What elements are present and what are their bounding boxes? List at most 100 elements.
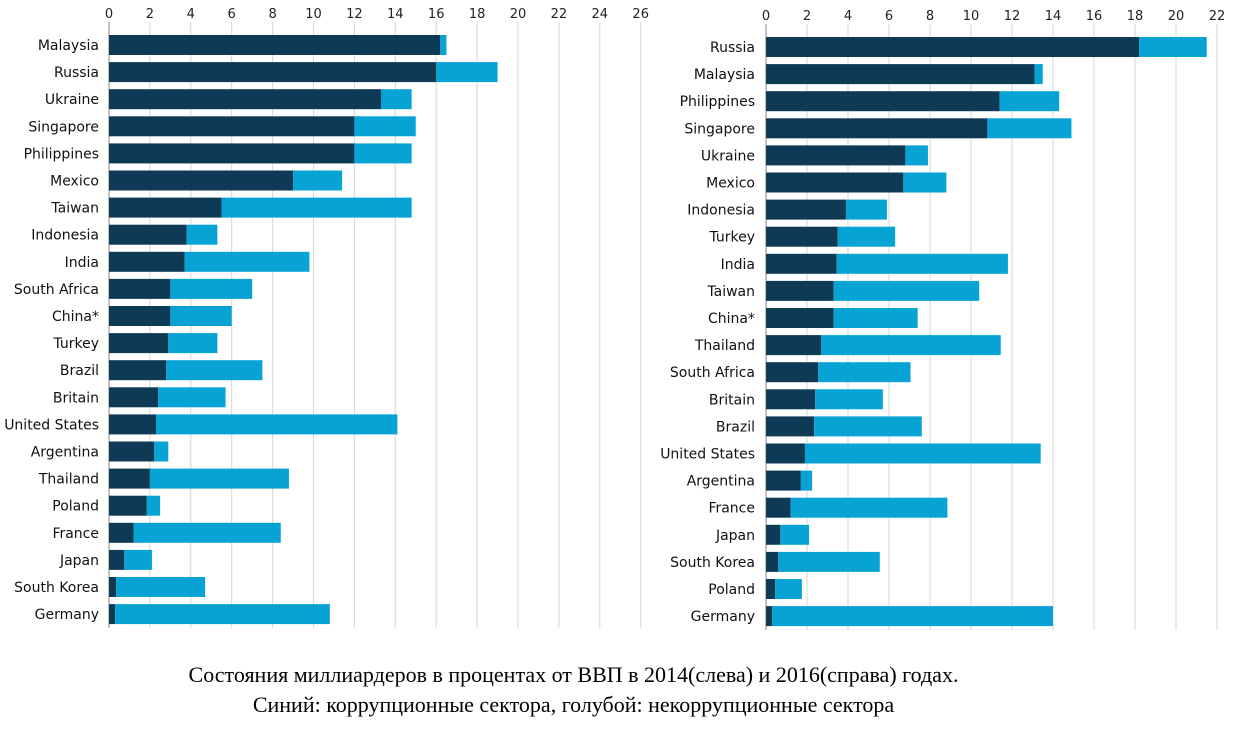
- bar-non-corruption: [804, 443, 1041, 464]
- category-label: China*: [52, 309, 99, 325]
- bar-corruption: [766, 308, 834, 328]
- bar-non-corruption: [436, 62, 498, 83]
- bar-corruption: [766, 64, 1035, 85]
- x-tick-label: 14: [387, 7, 404, 22]
- category-label: United States: [660, 447, 755, 463]
- bar-corruption: [766, 91, 1000, 112]
- category-label: India: [65, 255, 99, 271]
- x-tick-label: 12: [1004, 9, 1021, 24]
- x-tick-label: 0: [105, 7, 113, 22]
- bar-corruption: [766, 362, 819, 383]
- bar-non-corruption: [354, 116, 416, 137]
- x-tick-label: 6: [228, 7, 236, 22]
- category-label: India: [721, 257, 755, 273]
- bar-corruption: [766, 280, 834, 301]
- bar-non-corruption: [170, 306, 232, 326]
- bar-corruption: [109, 360, 167, 381]
- caption-line-2: Синий: коррупционные сектора, голубой: н…: [252, 692, 895, 717]
- bar-non-corruption: [818, 362, 911, 383]
- bar-non-corruption: [149, 468, 289, 489]
- bar-non-corruption: [380, 89, 412, 110]
- bar-corruption: [766, 470, 801, 491]
- x-tick-label: 6: [885, 9, 893, 24]
- category-label: Brazil: [716, 419, 755, 435]
- bar-corruption: [109, 577, 117, 597]
- bar-corruption: [766, 335, 822, 356]
- category-label: South Africa: [670, 365, 755, 381]
- bar-corruption: [109, 278, 171, 299]
- category-label: Japan: [59, 553, 99, 569]
- bar-non-corruption: [133, 522, 281, 543]
- category-label: Taiwan: [706, 284, 755, 300]
- category-label: Indonesia: [687, 203, 755, 219]
- chart-left: 0 2 4 6 8 10 12 14 16 18 20 22 24 26MalaysiaRussiaUkr…: [4, 7, 649, 628]
- bar-corruption: [109, 549, 125, 570]
- bar-corruption: [766, 416, 815, 437]
- bar-non-corruption: [168, 333, 218, 354]
- x-tick-label: 26: [632, 7, 649, 22]
- bar-non-corruption: [837, 226, 896, 247]
- bar-non-corruption: [184, 251, 310, 272]
- category-label: Argentina: [687, 474, 755, 490]
- category-label: Turkey: [708, 230, 755, 246]
- bar-non-corruption: [772, 606, 1053, 627]
- bar-corruption: [109, 170, 294, 191]
- x-tick-label: 10: [963, 9, 980, 24]
- bar-corruption: [766, 497, 791, 518]
- bar-non-corruption: [116, 577, 206, 597]
- bar-non-corruption: [158, 387, 226, 408]
- x-tick-label: 14: [1045, 9, 1062, 24]
- category-label: Philippines: [680, 94, 755, 110]
- bar-non-corruption: [833, 280, 980, 301]
- bar-non-corruption: [778, 551, 880, 572]
- bar-corruption: [109, 495, 147, 516]
- category-label: Thailand: [38, 472, 99, 488]
- category-label: France: [52, 526, 99, 542]
- category-label: Russia: [54, 65, 99, 81]
- bar-corruption: [766, 172, 904, 193]
- category-label: Turkey: [52, 336, 99, 352]
- bar-non-corruption: [124, 549, 152, 570]
- x-tick-label: 16: [1086, 9, 1103, 24]
- bar-corruption: [109, 143, 355, 164]
- category-label: Germany: [35, 607, 99, 623]
- category-label: Singapore: [28, 119, 99, 135]
- bar-corruption: [109, 414, 157, 435]
- chart-right: 0 2 4 6 8 10 12 14 16 18 20 22 Russia Malaysia Philipp…: [660, 9, 1225, 630]
- category-label: South Korea: [14, 580, 99, 596]
- bar-non-corruption: [987, 118, 1072, 139]
- category-label: Singapore: [684, 121, 755, 137]
- x-tick-label: 8: [268, 7, 276, 22]
- bar-non-corruption: [814, 416, 922, 437]
- bar-non-corruption: [146, 495, 161, 516]
- bar-non-corruption: [790, 497, 948, 518]
- category-label: Poland: [52, 499, 99, 515]
- bar-corruption: [109, 62, 437, 83]
- category-label: Britain: [709, 392, 755, 408]
- bar-corruption: [109, 197, 222, 218]
- bar-non-corruption: [903, 172, 947, 193]
- caption-line-1: Состояния миллиардеров в процентах от ВВ…: [188, 662, 959, 687]
- x-tick-label: 20: [1168, 9, 1185, 24]
- bar-corruption: [766, 37, 1140, 57]
- bar-non-corruption: [1139, 37, 1207, 57]
- bar-non-corruption: [115, 604, 330, 625]
- bar-non-corruption: [440, 35, 447, 55]
- bar-corruption: [109, 522, 134, 543]
- bar-corruption: [766, 524, 781, 545]
- category-label: Ukraine: [701, 148, 755, 164]
- category-label: Thailand: [694, 338, 755, 354]
- bar-non-corruption: [780, 524, 810, 545]
- category-label: Malaysia: [38, 38, 99, 54]
- x-tick-label: 8: [926, 9, 934, 24]
- bar-non-corruption: [845, 199, 887, 220]
- bar-non-corruption: [170, 278, 253, 299]
- x-tick-label: 2: [803, 9, 811, 24]
- category-label: Argentina: [31, 445, 99, 461]
- bar-corruption: [109, 251, 185, 272]
- bar-corruption: [766, 579, 776, 599]
- category-label: United States: [4, 417, 99, 433]
- x-tick-label: 20: [510, 7, 527, 22]
- bar-non-corruption: [775, 579, 802, 599]
- x-tick-label: 18: [1127, 9, 1144, 24]
